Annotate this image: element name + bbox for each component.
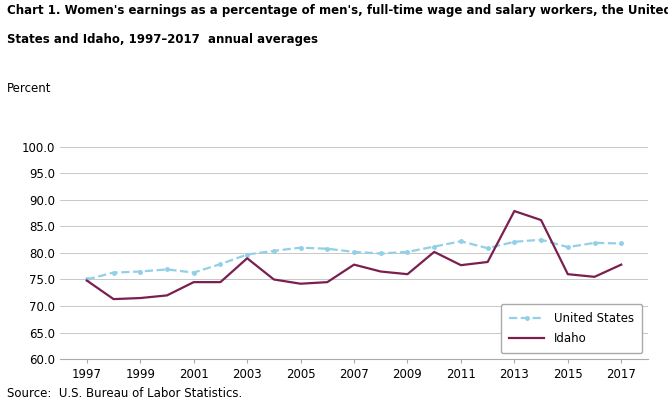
United States bbox=[297, 245, 305, 250]
Idaho bbox=[537, 217, 545, 222]
Idaho bbox=[350, 262, 358, 267]
Idaho bbox=[403, 272, 411, 277]
United States bbox=[591, 240, 599, 245]
Idaho bbox=[323, 280, 331, 285]
Idaho bbox=[136, 295, 144, 300]
Idaho bbox=[243, 256, 251, 261]
Idaho bbox=[564, 272, 572, 277]
Idaho bbox=[591, 275, 599, 279]
United States bbox=[484, 246, 492, 251]
Idaho bbox=[270, 277, 278, 282]
United States bbox=[270, 248, 278, 253]
Idaho bbox=[163, 293, 171, 298]
United States bbox=[323, 246, 331, 251]
Line: United States: United States bbox=[85, 238, 623, 281]
Text: Percent: Percent bbox=[7, 82, 51, 95]
United States bbox=[110, 270, 118, 275]
United States bbox=[243, 252, 251, 257]
United States bbox=[190, 270, 198, 275]
Idaho bbox=[377, 269, 385, 274]
Idaho bbox=[617, 262, 625, 267]
Idaho bbox=[190, 280, 198, 285]
Line: Idaho: Idaho bbox=[87, 211, 621, 299]
United States bbox=[617, 241, 625, 246]
United States bbox=[537, 237, 545, 242]
Idaho bbox=[484, 259, 492, 264]
United States bbox=[350, 249, 358, 254]
United States bbox=[510, 239, 518, 244]
United States bbox=[377, 251, 385, 256]
Idaho bbox=[297, 281, 305, 286]
Idaho bbox=[83, 278, 91, 283]
Idaho bbox=[430, 249, 438, 254]
Idaho bbox=[510, 208, 518, 213]
United States bbox=[83, 277, 91, 282]
United States bbox=[216, 262, 224, 266]
Text: Chart 1. Women's earnings as a percentage of men's, full-time wage and salary wo: Chart 1. Women's earnings as a percentag… bbox=[7, 4, 668, 17]
United States bbox=[163, 267, 171, 272]
Idaho bbox=[457, 263, 465, 268]
Text: States and Idaho, 1997–2017  annual averages: States and Idaho, 1997–2017 annual avera… bbox=[7, 33, 318, 46]
Text: Source:  U.S. Bureau of Labor Statistics.: Source: U.S. Bureau of Labor Statistics. bbox=[7, 387, 242, 400]
United States bbox=[430, 244, 438, 249]
Legend: United States, Idaho: United States, Idaho bbox=[500, 304, 642, 353]
United States bbox=[403, 249, 411, 254]
Idaho bbox=[110, 297, 118, 302]
United States bbox=[457, 239, 465, 244]
United States bbox=[136, 269, 144, 274]
United States bbox=[564, 245, 572, 250]
Idaho bbox=[216, 280, 224, 285]
